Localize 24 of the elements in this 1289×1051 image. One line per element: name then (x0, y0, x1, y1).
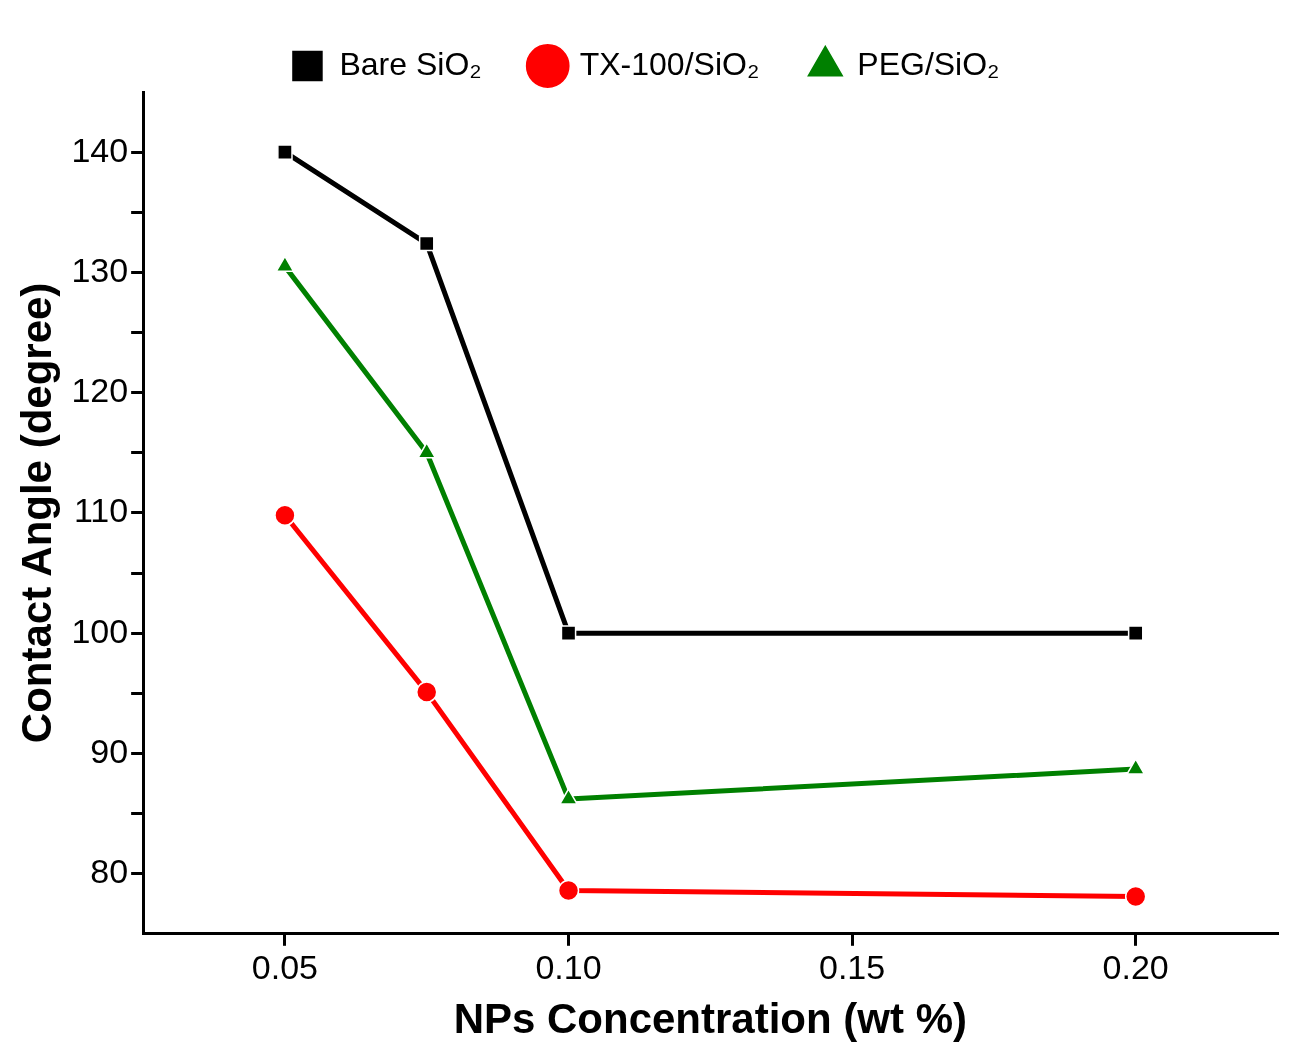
x-axis-title: NPs Concentration (wt %) (453, 995, 967, 1043)
legend-label: TX-100/SiO₂ (579, 45, 760, 82)
x-tick-label: 0.05 (251, 947, 319, 986)
y-tick-label: 80 (90, 852, 129, 891)
point (418, 235, 435, 252)
y-tick-label: 130 (71, 250, 129, 289)
y-axis-title: Contact Angle (degree) (12, 282, 60, 744)
legend-label: PEG/SiO₂ (857, 45, 1000, 82)
legend-label: Bare SiO₂ (339, 45, 482, 82)
point (557, 879, 580, 902)
point (415, 681, 438, 703)
point (277, 144, 293, 160)
y-tick-label: 90 (90, 731, 129, 770)
point (560, 625, 577, 641)
x-tick-label: 0.15 (819, 947, 886, 986)
y-tick-label: 140 (71, 130, 129, 169)
x-tick-label: 0.10 (535, 947, 602, 986)
point (1124, 885, 1147, 908)
y-tick-label: 120 (71, 371, 129, 410)
point (274, 504, 296, 527)
y-tick-label: 110 (73, 491, 129, 530)
x-tick-label: 0.20 (1102, 947, 1169, 986)
y-tick-label: 100 (71, 611, 129, 650)
point (1127, 625, 1144, 641)
